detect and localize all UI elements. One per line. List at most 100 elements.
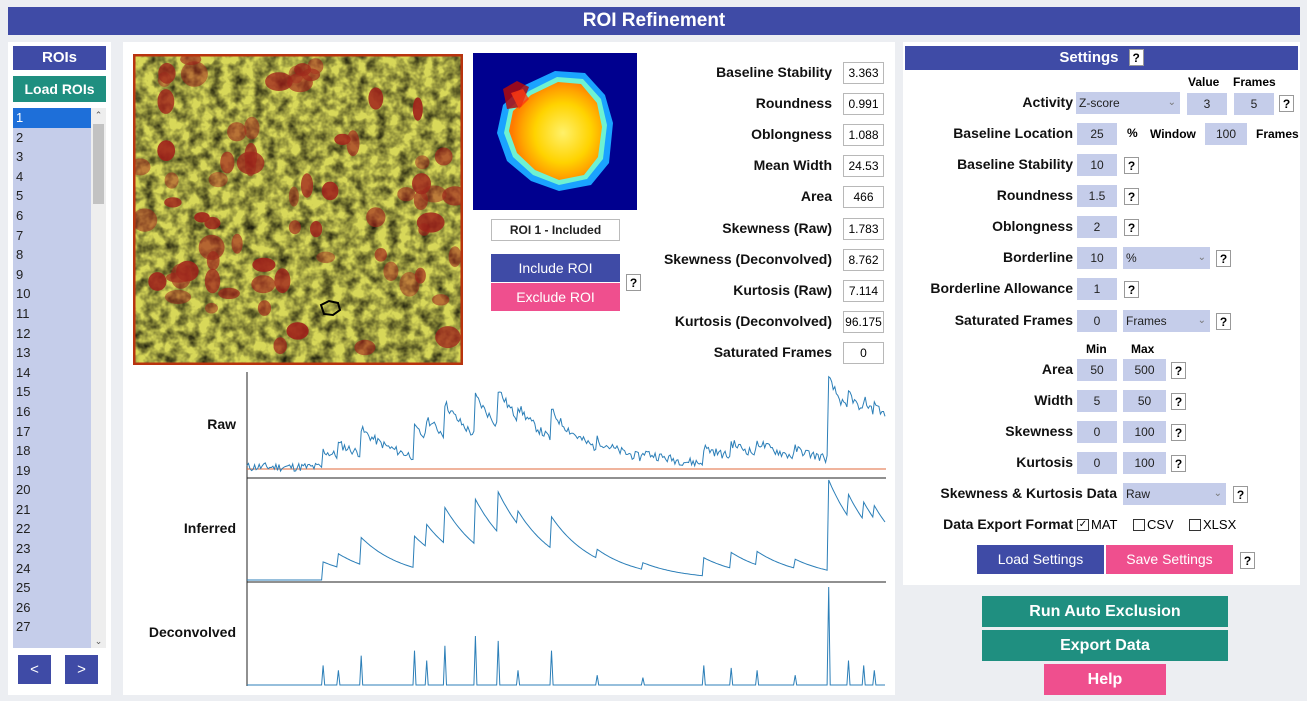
export-xlsx-checkbox[interactable]: XLSX xyxy=(1189,517,1236,532)
roi-list-item[interactable]: 12 xyxy=(16,325,31,341)
window-input[interactable]: 100 xyxy=(1205,123,1247,145)
roundness-input[interactable]: 1.5 xyxy=(1077,185,1117,207)
roi-list-item[interactable]: 20 xyxy=(16,482,31,498)
saturated-frames-help-button[interactable]: ? xyxy=(1216,313,1231,330)
area-max-input[interactable]: 500 xyxy=(1123,359,1166,381)
borderline-allowance-input[interactable]: 1 xyxy=(1077,278,1117,300)
baseline-stability-help-button[interactable]: ? xyxy=(1124,157,1139,174)
roi-list-item[interactable]: 1 xyxy=(13,108,91,128)
saturated-frames-input[interactable]: 0 xyxy=(1077,310,1117,332)
roi-list-item[interactable]: 8 xyxy=(16,247,24,263)
metric-value: 24.53 xyxy=(843,155,884,178)
roi-list-item[interactable]: 6 xyxy=(16,207,24,223)
roundness-help-button[interactable]: ? xyxy=(1124,188,1139,205)
roi-list-item[interactable]: 9 xyxy=(16,266,24,282)
oblongness-input[interactable]: 2 xyxy=(1077,216,1117,238)
borderline-input[interactable]: 10 xyxy=(1077,247,1117,269)
load-rois-button[interactable]: Load ROIs xyxy=(13,76,106,102)
saturated-frames-label: Saturated Frames xyxy=(954,312,1073,328)
next-roi-button[interactable]: > xyxy=(65,655,98,684)
scroll-thumb[interactable] xyxy=(93,124,104,204)
roi-list-item[interactable]: 16 xyxy=(16,403,31,419)
roi-list-item[interactable]: 24 xyxy=(16,560,31,576)
roi-list-item[interactable]: 14 xyxy=(16,364,31,380)
value-column-header: Value xyxy=(1188,75,1220,89)
roi-list-item[interactable]: 4 xyxy=(16,168,24,184)
help-button[interactable]: Help xyxy=(1044,664,1166,695)
metric-value: 0.991 xyxy=(843,93,884,116)
area-min-input[interactable]: 50 xyxy=(1077,359,1117,381)
load-settings-button[interactable]: Load Settings xyxy=(977,545,1104,574)
roi-list-item[interactable]: 7 xyxy=(16,227,24,243)
skewness-min-input[interactable]: 0 xyxy=(1077,421,1117,443)
roi-list-item[interactable]: 2 xyxy=(16,129,24,145)
kurtosis-max-input[interactable]: 100 xyxy=(1123,452,1166,474)
roi-list-item[interactable]: 19 xyxy=(16,462,31,478)
prev-roi-button[interactable]: < xyxy=(18,655,51,684)
roi-list[interactable]: 1 2 3 4 5 6 7 8 9 10 11 12 13 14 15 16 17 18 19 20 21 22 23 24 2… xyxy=(13,108,106,648)
export-csv-checkbox[interactable]: CSV xyxy=(1133,517,1174,532)
exclude-roi-button[interactable]: Exclude ROI xyxy=(491,283,620,311)
kurtosis-help-button[interactable]: ? xyxy=(1171,455,1186,472)
run-auto-exclusion-button[interactable]: Run Auto Exclusion xyxy=(982,596,1228,627)
roi-list-item[interactable]: 22 xyxy=(16,521,31,537)
skewness-help-button[interactable]: ? xyxy=(1171,424,1186,441)
activity-help-button[interactable]: ? xyxy=(1279,95,1294,112)
baseline-stability-input[interactable]: 10 xyxy=(1077,154,1117,176)
metric-label: Kurtosis (Raw) xyxy=(733,281,832,298)
settings-help-button[interactable]: ? xyxy=(1128,48,1144,66)
width-max-input[interactable]: 50 xyxy=(1123,390,1166,412)
oblongness-help-button[interactable]: ? xyxy=(1124,219,1139,236)
include-roi-button[interactable]: Include ROI xyxy=(491,254,620,282)
roi-list-item[interactable]: 13 xyxy=(16,345,31,361)
roi-list-item[interactable]: 15 xyxy=(16,384,31,400)
settings-io-help-button[interactable]: ? xyxy=(1240,552,1255,569)
activity-mode-select[interactable]: Z-score ⌄ xyxy=(1076,92,1180,114)
width-help-button[interactable]: ? xyxy=(1171,393,1186,410)
scroll-up-icon[interactable]: ⌃ xyxy=(94,110,103,120)
metric-value: 3.363 xyxy=(843,62,884,84)
oblongness-label: Oblongness xyxy=(992,218,1073,234)
sk-data-select[interactable]: Raw ⌄ xyxy=(1123,483,1226,505)
chevron-down-icon: ⌄ xyxy=(1197,315,1206,326)
borderline-allowance-help-button[interactable]: ? xyxy=(1124,281,1139,298)
skewness-max-input[interactable]: 100 xyxy=(1123,421,1166,443)
roi-list-item[interactable]: 26 xyxy=(16,599,31,615)
roi-list-item[interactable]: 10 xyxy=(16,286,31,302)
export-mat-checkbox[interactable]: ✓ MAT xyxy=(1077,517,1118,532)
roi-list-item[interactable]: 18 xyxy=(16,443,31,459)
kurtosis-min-input[interactable]: 0 xyxy=(1077,452,1117,474)
activity-frames-input[interactable]: 5 xyxy=(1234,93,1274,115)
roi-list-item[interactable]: 27 xyxy=(16,619,31,635)
save-settings-button[interactable]: Save Settings xyxy=(1106,545,1233,574)
roi-list-item[interactable]: 5 xyxy=(16,188,24,204)
roi-list-item[interactable]: 3 xyxy=(16,149,24,165)
baseline-location-input[interactable]: 25 xyxy=(1077,123,1117,145)
roi-help-button[interactable]: ? xyxy=(626,274,641,291)
roi-list-scrollbar[interactable]: ⌃ ⌄ xyxy=(91,108,106,648)
borderline-unit-select[interactable]: % ⌄ xyxy=(1123,247,1210,269)
roundness-label: Roundness xyxy=(996,187,1073,203)
saturated-frames-unit-select[interactable]: Frames ⌄ xyxy=(1123,310,1210,332)
roi-list-item[interactable]: 11 xyxy=(16,305,30,321)
roi-list-item[interactable]: 17 xyxy=(16,423,31,439)
scroll-down-icon[interactable]: ⌄ xyxy=(94,636,103,646)
activity-value-input[interactable]: 3 xyxy=(1187,93,1227,115)
roi-list-item[interactable]: 23 xyxy=(16,541,31,557)
export-data-button[interactable]: Export Data xyxy=(982,630,1228,661)
metric-label: Saturated Frames xyxy=(713,343,832,360)
roi-list-item[interactable]: 21 xyxy=(16,501,31,517)
baseline-location-label: Baseline Location xyxy=(953,125,1073,141)
roi-outline xyxy=(319,299,342,317)
chevron-down-icon: ⌄ xyxy=(1197,252,1206,263)
area-help-button[interactable]: ? xyxy=(1171,362,1186,379)
field-of-view-image[interactable] xyxy=(129,53,468,366)
inferred-trace xyxy=(247,479,886,581)
width-min-input[interactable]: 5 xyxy=(1077,390,1117,412)
roi-list-item[interactable]: 25 xyxy=(16,580,31,596)
borderline-allowance-label: Borderline Allowance xyxy=(930,280,1073,296)
borderline-help-button[interactable]: ? xyxy=(1216,250,1231,267)
width-label: Width xyxy=(1034,392,1073,408)
sk-data-help-button[interactable]: ? xyxy=(1233,486,1248,503)
activity-label: Activity xyxy=(1022,94,1073,110)
